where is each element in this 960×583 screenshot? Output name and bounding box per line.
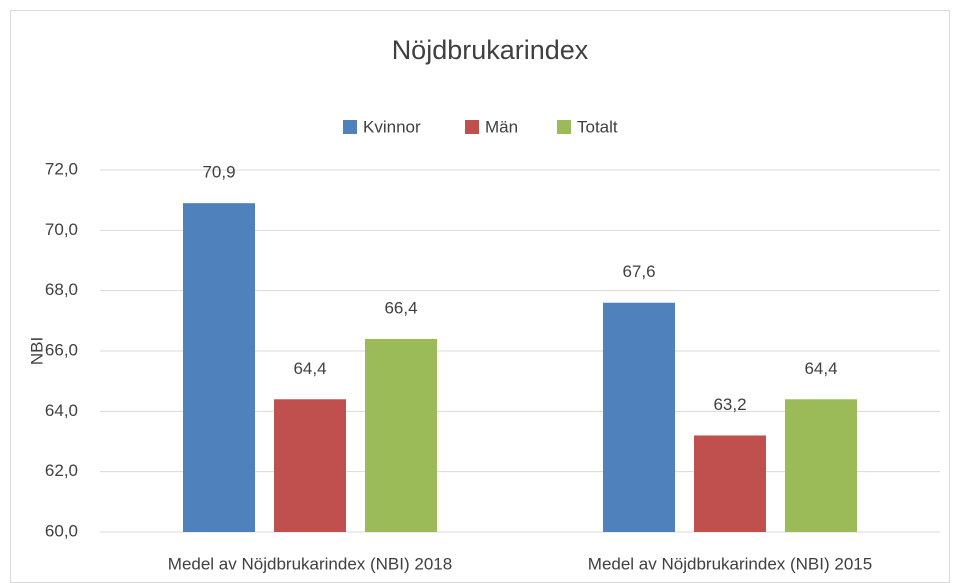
legend-label: Totalt — [577, 117, 618, 136]
y-tick-label: 70,0 — [45, 220, 78, 239]
legend-label: Kvinnor — [363, 117, 421, 136]
data-label: 64,4 — [293, 359, 326, 378]
data-label: 66,4 — [384, 298, 417, 317]
chart-title: Nöjdbrukarindex — [392, 35, 589, 65]
data-label: 64,4 — [804, 359, 837, 378]
legend-label: Män — [485, 117, 518, 136]
bar — [183, 203, 255, 532]
data-label: 70,9 — [202, 163, 235, 182]
x-tick-label: Medel av Nöjdbrukarindex (NBI) 2015 — [588, 554, 872, 573]
bar — [785, 399, 857, 532]
bar — [694, 435, 766, 532]
legend-swatch — [465, 120, 479, 134]
legend-swatch — [343, 120, 357, 134]
bar — [365, 338, 437, 532]
bar — [274, 399, 346, 532]
y-tick-label: 64,0 — [45, 401, 78, 420]
y-tick-label: 72,0 — [45, 159, 78, 178]
bar — [603, 302, 675, 532]
y-tick-label: 68,0 — [45, 280, 78, 299]
y-tick-label: 60,0 — [45, 521, 78, 540]
legend-swatch — [557, 120, 571, 134]
y-axis-label: NBI — [27, 337, 46, 365]
x-tick-label: Medel av Nöjdbrukarindex (NBI) 2018 — [168, 554, 452, 573]
data-label: 63,2 — [713, 395, 746, 414]
y-tick-label: 62,0 — [45, 461, 78, 480]
data-label: 67,6 — [622, 262, 655, 281]
y-tick-label: 66,0 — [45, 340, 78, 359]
